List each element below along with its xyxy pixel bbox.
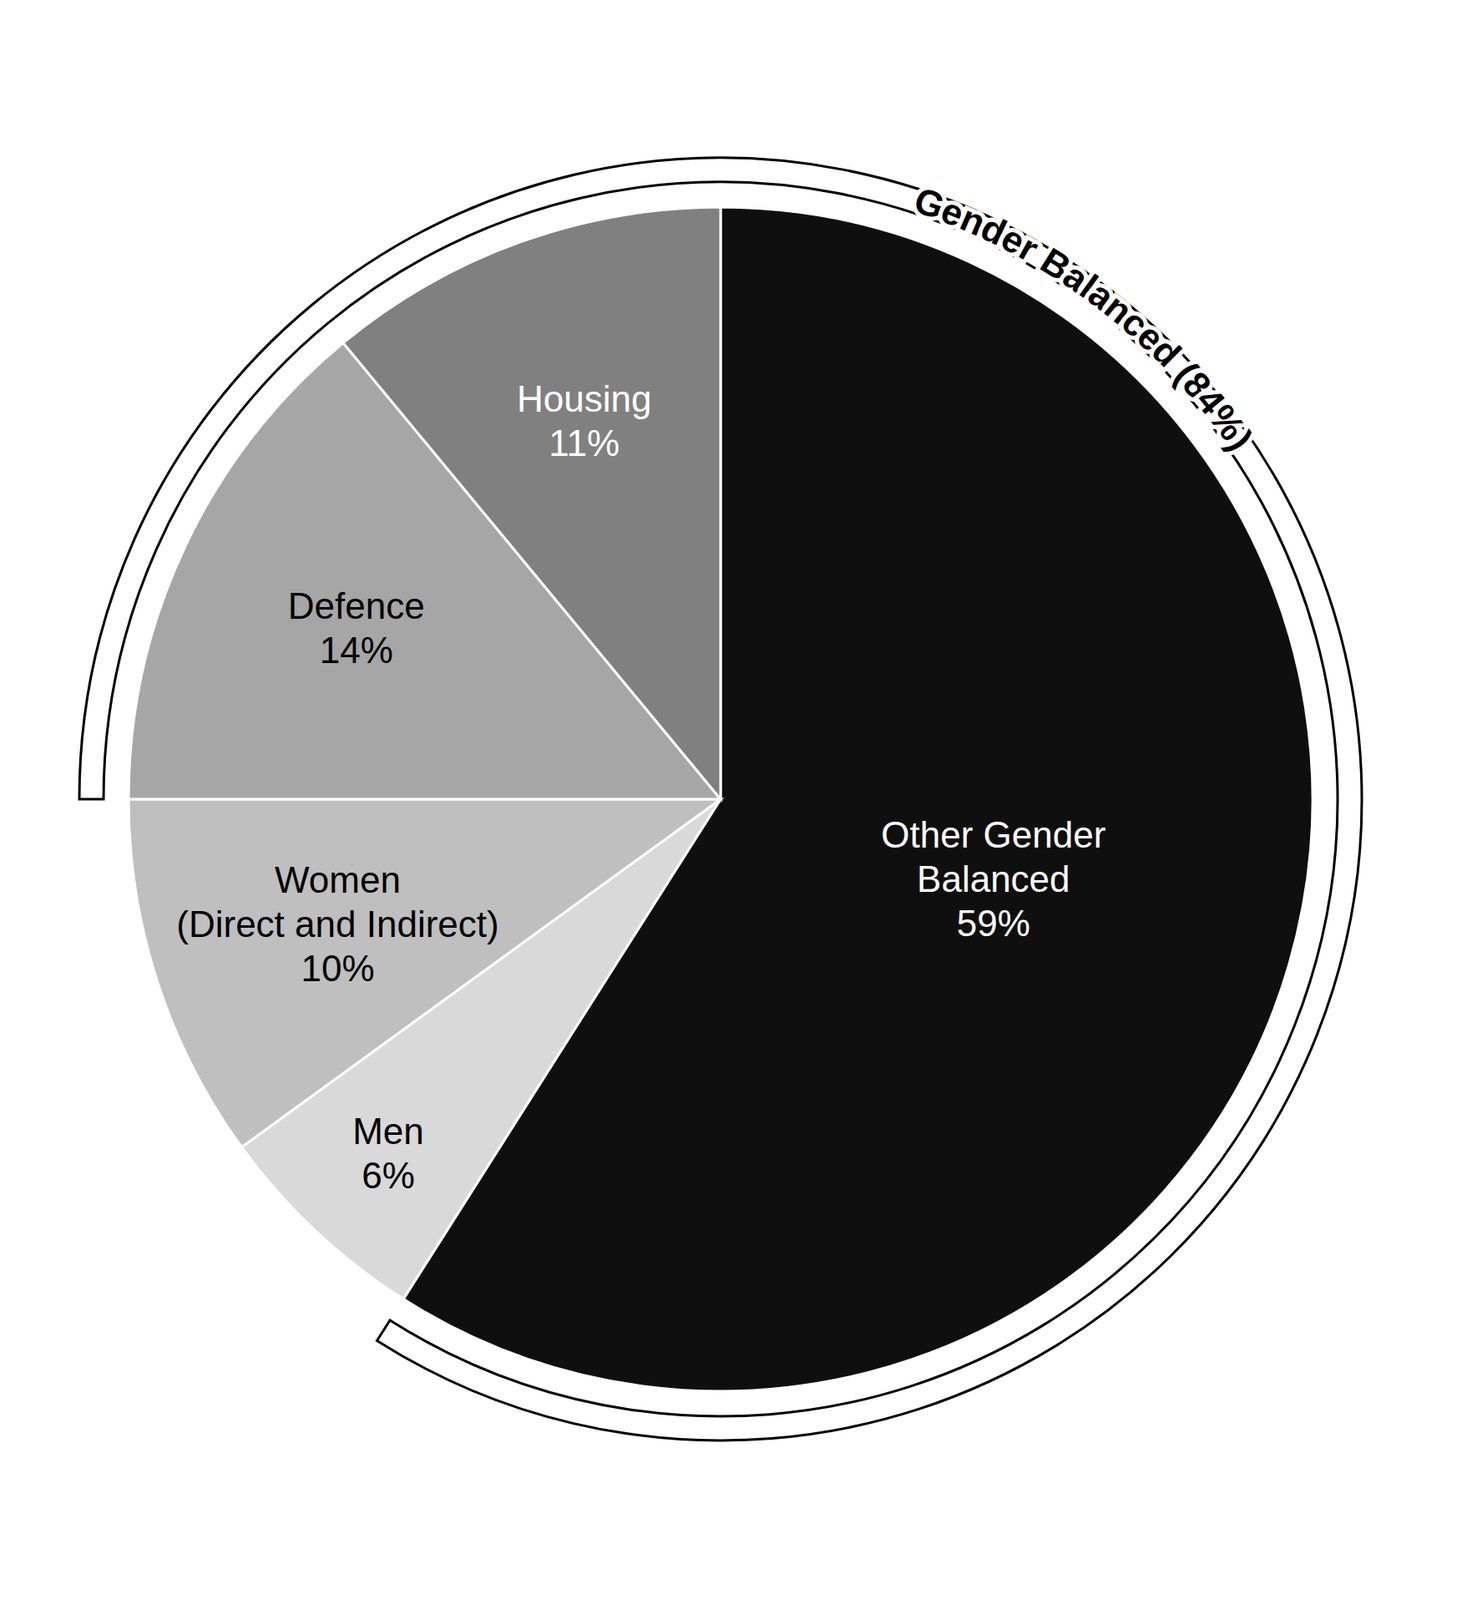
- svg-text:Gender Balanced (84%): Gender Balanced (84%): [909, 178, 1262, 458]
- svg-text:Other GenderBalanced59%: Other GenderBalanced59%: [880, 814, 1106, 944]
- svg-text:Housing11%: Housing11%: [516, 377, 652, 463]
- svg-text:Defence14%: Defence14%: [288, 585, 425, 671]
- svg-text:Women(Direct and Indirect)10%: Women(Direct and Indirect)10%: [176, 859, 499, 989]
- svg-text:Men6%: Men6%: [352, 1110, 425, 1196]
